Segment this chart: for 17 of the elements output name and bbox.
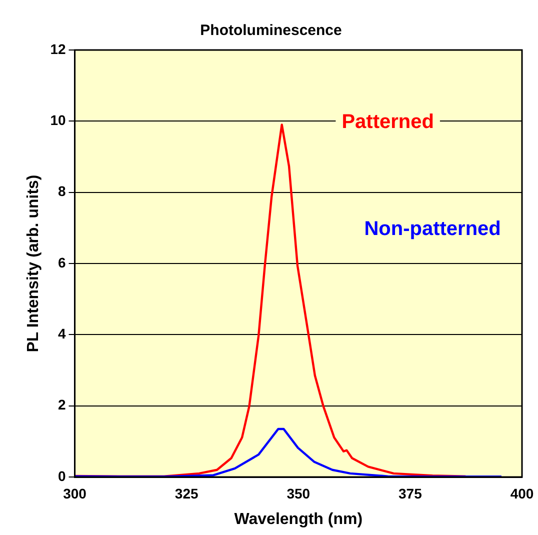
x-tick-label: 400 [510, 485, 534, 502]
x-tick-label: 375 [398, 485, 422, 502]
y-tick-label: 4 [58, 326, 66, 342]
y-tick-label: 6 [58, 254, 66, 270]
x-tick-label: 350 [286, 485, 310, 502]
x-tick-label: 300 [63, 485, 87, 502]
y-tick-label: 10 [50, 112, 66, 128]
text: Patterned [342, 111, 434, 134]
y-tick-label: 8 [58, 183, 66, 200]
chart-title: Photoluminescence [200, 22, 342, 40]
y-tick-label: 12 [50, 40, 66, 57]
x-axis-title: Wavelength (nm) [234, 510, 363, 528]
y-tick-label: 2 [58, 396, 66, 413]
x-tick-label: 325 [174, 485, 198, 502]
text: Non-patterned [364, 218, 501, 240]
y-tick-label: 0 [58, 468, 66, 484]
y-axis-title: PL Intensity (arb. units) [25, 174, 42, 352]
